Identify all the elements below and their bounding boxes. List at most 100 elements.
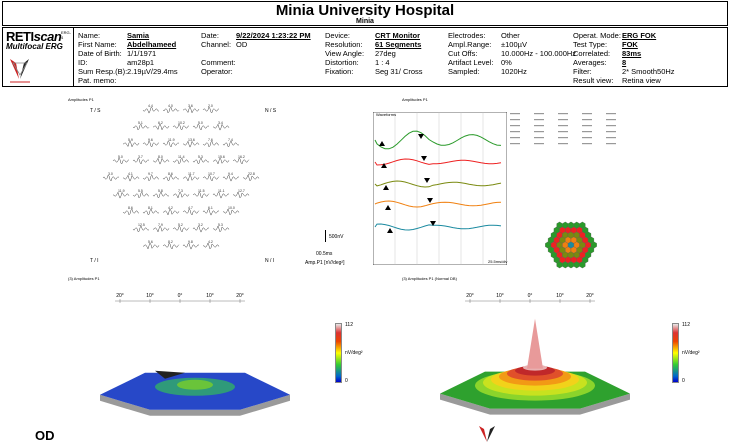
segment-waveform	[222, 140, 240, 147]
fixation-value: Seg 31/ Cross	[375, 67, 423, 76]
segment-waveform	[122, 140, 140, 148]
test-type-label: Test Type:	[573, 40, 608, 49]
segment-value: 11.9	[118, 189, 125, 193]
segment-value: 16.2	[238, 155, 245, 159]
segment-waveform	[132, 225, 150, 232]
segment-value: 6.2	[158, 121, 163, 125]
dob-value: 1/1/1971	[127, 49, 157, 58]
trace-marker-down	[418, 134, 424, 139]
colorbar-right-max: 112	[682, 322, 690, 328]
segment-value: 15.6	[218, 155, 225, 159]
trace-marker-down	[427, 198, 433, 203]
table-cell-mark	[606, 125, 616, 127]
hospital-subtitle: Minia	[356, 18, 374, 25]
table-cell-mark	[606, 119, 616, 121]
colorbar-left-max: 112	[345, 322, 353, 328]
foveal-peak	[527, 318, 543, 369]
axis-tick-label: 10°	[496, 293, 504, 299]
segment-value: 11.5	[198, 189, 205, 193]
first-name-label: First Name:	[78, 40, 117, 49]
segment-waveform	[132, 123, 150, 131]
segment-value: 10.2	[178, 121, 185, 125]
segment-value: 3.6	[188, 104, 193, 108]
corner-tr: N / S	[265, 108, 277, 114]
axis-tick-label: 10°	[556, 293, 564, 299]
scale-voltage: 500nV	[329, 234, 344, 240]
amp-unit-label: Amp.P1 [nV/deg²]	[305, 260, 345, 266]
date-value: 9/22/2024 1:23:22 PM	[236, 31, 311, 40]
table-cell-mark	[558, 143, 568, 145]
segment-waveform	[132, 191, 150, 199]
axis-tick-label: 20°	[236, 293, 244, 299]
table-cell-mark	[606, 131, 616, 133]
axis-tick-label: 10°	[206, 293, 214, 299]
trace-line	[374, 158, 502, 166]
device-value: CRT Monitor	[375, 31, 420, 40]
segment-waveform	[212, 225, 230, 233]
segment-value: 4.0	[168, 104, 173, 108]
electrodes-label: Electrodes:	[448, 31, 486, 40]
panel3-3d-surface	[100, 370, 290, 416]
filter-value: 2* Smooth50Hz	[622, 67, 675, 76]
table-cell-mark	[534, 125, 544, 127]
segment-waveform	[142, 140, 160, 147]
channel-label: Channel:	[201, 40, 232, 49]
axis-tick-label: 20°	[586, 293, 594, 299]
segment-waveform	[132, 157, 150, 165]
corner-tl: T / S	[90, 108, 101, 114]
colorbar-left	[335, 323, 342, 383]
segment-waveform	[162, 242, 180, 250]
segment-value: 5.5	[138, 189, 143, 193]
colorbar-right-unit: nV/deg²	[682, 350, 700, 356]
segment-waveform	[162, 208, 180, 216]
trace-line	[374, 223, 502, 231]
segment-value: 9.7	[148, 172, 153, 176]
view-angle-label: View Angle:	[325, 49, 365, 58]
table-cell-mark	[582, 137, 592, 139]
device-label: Device:	[325, 31, 351, 40]
table-cell-mark	[510, 131, 520, 133]
segment-value: 8.1	[148, 206, 153, 210]
segment-value: 5.0	[198, 121, 203, 125]
trace-frame	[373, 112, 507, 265]
segment-waveform	[112, 157, 130, 164]
segment-waveform	[202, 140, 220, 148]
table-cell-mark	[534, 131, 544, 133]
trace-marker-up	[379, 141, 385, 146]
channel-value: OD	[236, 40, 248, 49]
segment-value: 22.8	[248, 172, 255, 176]
segment-waveform	[152, 225, 170, 233]
segment-waveform	[183, 140, 200, 148]
segment-waveform	[212, 191, 230, 199]
axis-tick-label: 20°	[116, 293, 124, 299]
operat-mode-label: Operat. Mode:	[573, 31, 621, 40]
distortion-label: Distortion:	[325, 58, 359, 67]
segment-waveform	[202, 106, 220, 113]
table-cell-mark	[534, 143, 544, 145]
segment-value: 9.8	[188, 240, 193, 244]
segment-value: 4.2	[168, 206, 173, 210]
panel4-3d-surface	[440, 318, 630, 415]
segment-waveform	[192, 191, 210, 199]
operator-label: Operator:	[201, 67, 233, 76]
result-view-value: Retina view	[622, 76, 661, 85]
resolution-value: 61 Segments	[375, 40, 422, 49]
electrodes-value: Other	[501, 31, 520, 40]
averages-label: Averages:	[573, 58, 607, 67]
trace-line	[374, 130, 502, 150]
segment-waveform	[142, 242, 160, 250]
panel4-title: (3) Amplitudes P1 (Normal DB)	[402, 276, 457, 281]
id-label: ID:	[78, 58, 88, 67]
table-cell-mark	[558, 131, 568, 133]
table-cell-mark	[510, 113, 520, 115]
table-cell-mark	[510, 119, 520, 121]
trace-marker-up	[381, 163, 387, 168]
colorbar-right-min: 0	[682, 378, 685, 384]
filter-label: Filter:	[573, 67, 592, 76]
distortion-value: 1 : 4	[375, 58, 390, 67]
segment-waveform	[182, 242, 200, 250]
table-cell-mark	[606, 143, 616, 145]
logo-subtitle: Multifocal ERG	[6, 42, 63, 51]
panel1-title: Amplitudes P1	[68, 97, 94, 102]
info-panel: RETIscan ERG-4 Multifocal ERG Name: Sami…	[2, 27, 728, 87]
